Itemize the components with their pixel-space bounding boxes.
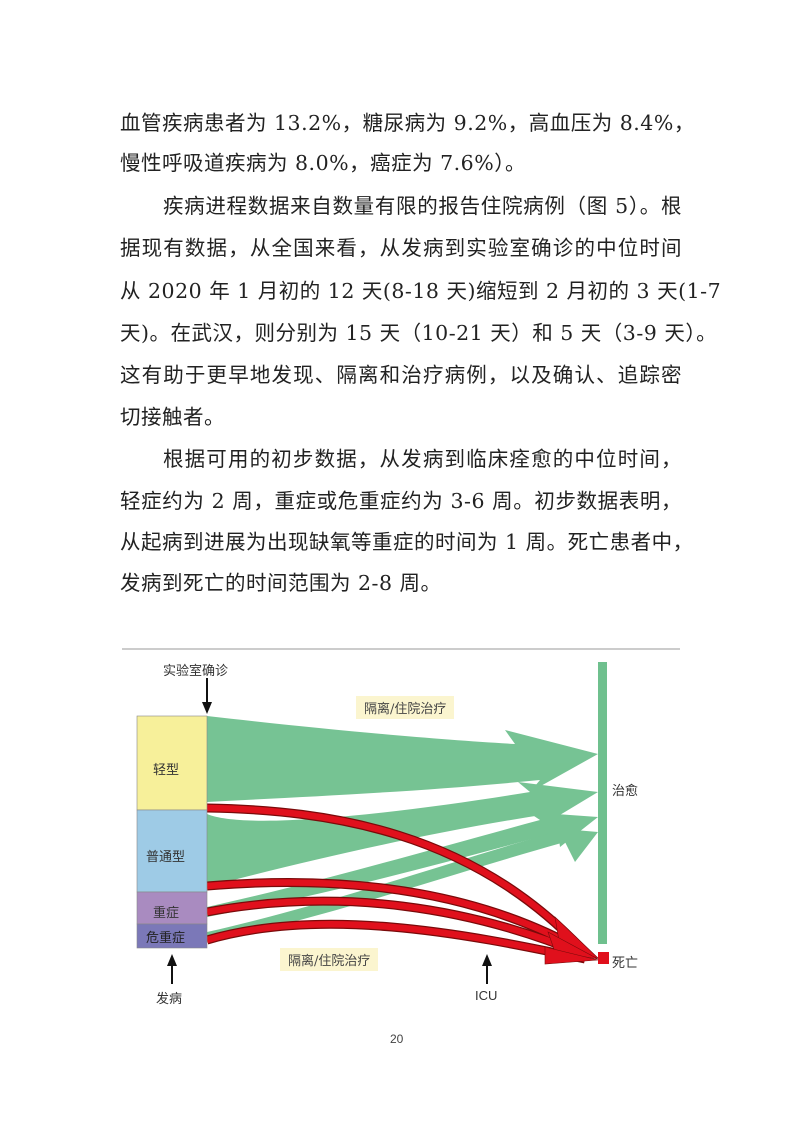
critical-death-flow [206,921,586,963]
onset-label: 发病 [156,992,183,1007]
moderate-box [136,809,208,893]
text-line: 从起病到进展为出现缺氧等重症的时间为 1 周。死亡患者中， [120,530,694,554]
isolation-label-top: 隔离/住院治疗 [356,696,455,719]
icu-label: ICU [475,988,498,1003]
recovered-label: 治愈 [612,784,639,799]
severe-death-flow [206,897,587,958]
text-line: 这有助于更早地发现、隔离和治疗病例，以及确认、追踪密 [120,363,682,387]
mild-recovery-flow [207,716,598,802]
text-line: 血管疾病患者为 13.2%，糖尿病为 9.2%，高血压为 8.4%， [120,111,695,135]
critical-box [136,923,208,949]
critical-label: 危重症 [146,931,186,946]
text-line: 根据可用的初步数据，从发病到临床痊愈的中位时间， [163,447,682,471]
lab-confirm-arrow-icon [202,702,212,714]
text-line: 切接触者。 [120,405,225,429]
mild-death-flow [206,804,583,950]
recovered-bar [598,662,607,944]
text-line: 疾病进程数据来自数量有限的报告住院病例（图 5）。根 [163,194,682,218]
text-line: 轻症约为 2 周，重症或危重症约为 3-6 周。初步数据表明， [120,489,682,513]
icu-arrow-icon [482,954,492,966]
flow-diagram [136,662,609,984]
disease-progression-figure: 实验室确诊 隔离/住院治疗 轻型 普通型 重症 危重症 治愈 死亡 隔离/住院治… [122,648,680,1017]
page-number: 20 [390,1032,404,1046]
moderate-label: 普通型 [146,850,186,865]
isolation-label-bottom: 隔离/住院治疗 [280,948,379,971]
text-line: 慢性呼吸道疾病为 8.0%，癌症为 7.6%）。 [120,151,526,175]
death-arrowhead [544,946,599,965]
onset-arrow-icon [167,954,177,966]
critical-recovery-flow [207,827,598,942]
text-line: 据现有数据，从全国来看，从发病到实验室确诊的中位时间 [120,236,682,260]
text-line: 发病到死亡的时间范围为 2-8 周。 [120,571,442,595]
death-label: 死亡 [612,956,639,971]
mild-label: 轻型 [153,763,180,778]
death-box [598,952,609,964]
lab-confirm-label: 实验室确诊 [163,664,229,679]
text-line: 从 2020 年 1 月初的 12 天(8-18 天)缩短到 2 月初的 3 天… [120,279,722,303]
text-line: 天)。在武汉，则分别为 15 天（10-21 天）和 5 天（3-9 天）。 [120,321,718,345]
severe-recovery-flow [207,812,598,917]
severe-label: 重症 [153,906,180,921]
severe-box [136,891,208,925]
moderate-death-flow [206,879,587,955]
